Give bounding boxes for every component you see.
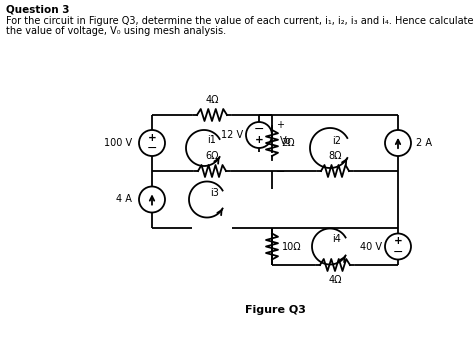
Text: 40 V: 40 V — [360, 241, 382, 251]
Text: Question 3: Question 3 — [6, 5, 70, 15]
Text: Figure Q3: Figure Q3 — [245, 305, 305, 315]
Text: +: + — [276, 120, 284, 130]
Text: +: + — [393, 236, 402, 246]
Text: the value of voltage, V₀ using mesh analysis.: the value of voltage, V₀ using mesh anal… — [6, 26, 226, 36]
Text: 100 V: 100 V — [104, 138, 132, 148]
Text: 8Ω: 8Ω — [328, 151, 342, 161]
Text: i3: i3 — [210, 188, 219, 198]
Text: 4 A: 4 A — [116, 194, 132, 204]
Text: 10Ω: 10Ω — [282, 241, 301, 251]
Text: −: − — [393, 246, 403, 259]
Text: i2: i2 — [332, 136, 341, 146]
Text: 2Ω: 2Ω — [281, 138, 295, 148]
Text: −: − — [276, 167, 285, 177]
Text: +: + — [255, 135, 264, 145]
Text: 4Ω: 4Ω — [328, 275, 342, 285]
Text: For the circuit in Figure Q3, determine the value of each current, i₁, i₂, i₃ an: For the circuit in Figure Q3, determine … — [6, 16, 474, 26]
Text: i4: i4 — [332, 235, 341, 245]
Text: i1: i1 — [207, 135, 216, 145]
Text: −: − — [254, 123, 264, 136]
Text: Vo: Vo — [280, 136, 292, 146]
Text: 12 V: 12 V — [221, 130, 243, 140]
Text: +: + — [147, 132, 156, 143]
Text: 4Ω: 4Ω — [205, 95, 219, 105]
Text: 2 A: 2 A — [416, 138, 432, 148]
Text: 6Ω: 6Ω — [205, 151, 219, 161]
Text: −: − — [147, 142, 157, 155]
